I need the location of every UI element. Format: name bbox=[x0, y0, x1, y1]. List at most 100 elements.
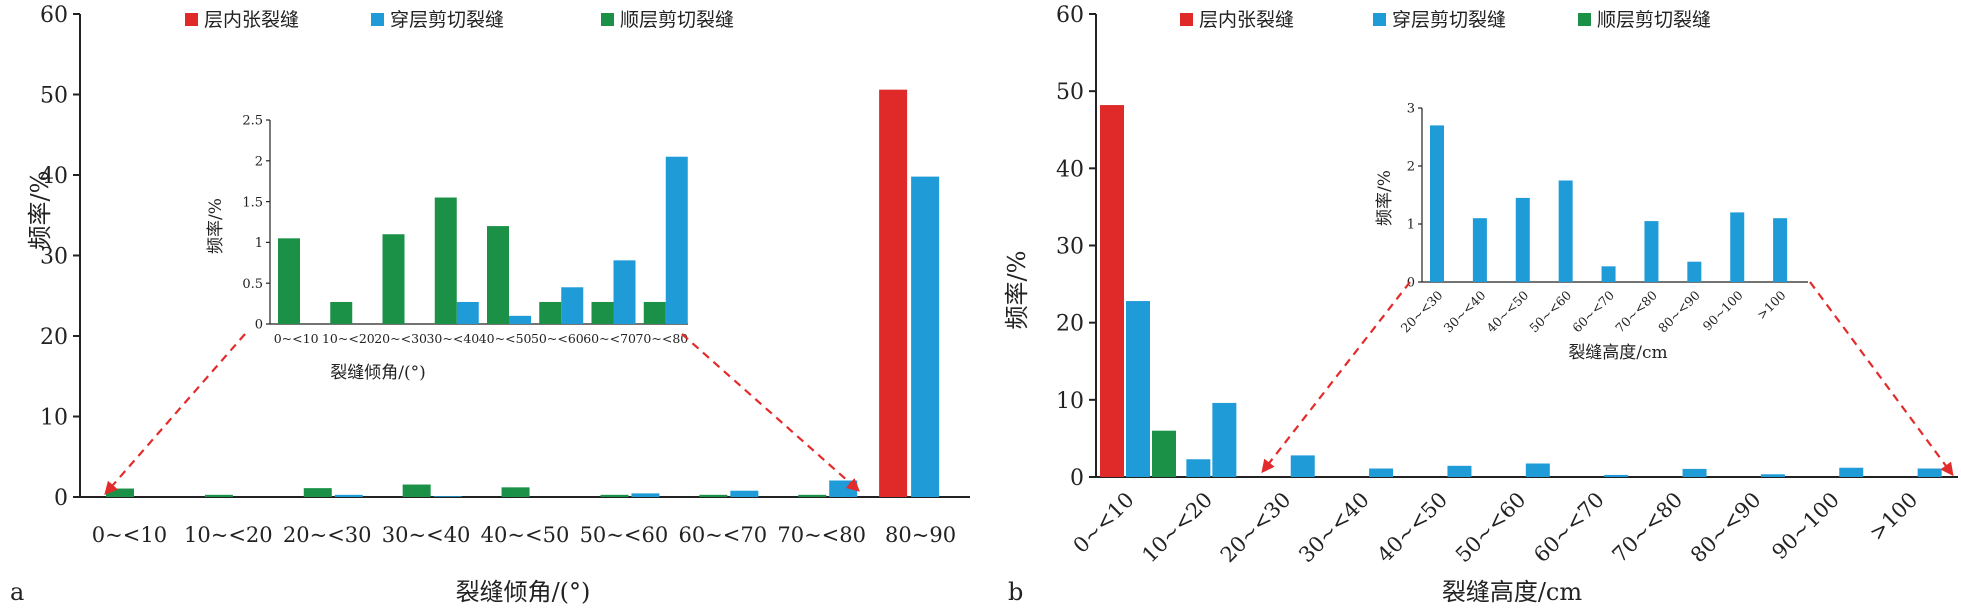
panel-b: 层内张裂缝 穿层剪切裂缝 顺层剪切裂缝 01020304050600~<1010… bbox=[1003, 3, 1958, 606]
panel-b-main-xtick-label: 50~<60 bbox=[1451, 488, 1531, 568]
panel-a-inset-xtick-label: 50~<60 bbox=[531, 331, 584, 346]
panel-b-main-ytick-label: 50 bbox=[1056, 80, 1084, 105]
panel-a-main-bar bbox=[600, 494, 629, 497]
panel-a-main-ytick-label: 60 bbox=[40, 3, 68, 28]
panel-b-main-xtick-label: 60~<70 bbox=[1529, 488, 1609, 568]
panel-b-main-xtick-label: >100 bbox=[1865, 488, 1923, 546]
panel-b-main-bar bbox=[1212, 402, 1237, 477]
panel-b-inset-bar bbox=[1644, 221, 1659, 282]
panel-a-inset-bar bbox=[434, 197, 457, 324]
panel-b-inset-xtick-label: 30~<40 bbox=[1441, 287, 1489, 335]
panel-a-main-bar bbox=[402, 484, 431, 497]
panel-b-inset-plot: 0 1 2 3 20~<3030~<4040~<5050~<6060~<7070~<80… bbox=[1398, 102, 1808, 335]
panel-a-inset-ytick-label: 2.5 bbox=[242, 114, 263, 129]
panel-a-inset-xlabel: 裂缝倾角/(°) bbox=[330, 363, 426, 383]
panel-b-main-bar bbox=[1100, 105, 1124, 477]
panel-a-main-xtick-label: 0~<10 bbox=[92, 523, 167, 547]
legend-b-swatch-tension bbox=[1180, 13, 1193, 26]
panel-a-inset-plot: 0 0.5 1 1.5 2 2.5 0~<10 10~<20 20~<30 30~<40 40~<5… bbox=[242, 114, 688, 346]
panel-a-main-xtick-label: 20~<30 bbox=[283, 523, 372, 547]
panel-b-main-ytick-label: 30 bbox=[1056, 234, 1084, 259]
panel-b-zoom-arrow-right bbox=[1809, 281, 1954, 477]
panel-b-inset-ytick-label: 3 bbox=[1407, 102, 1415, 117]
legend-b-label-cross: 穿层剪切裂缝 bbox=[1392, 9, 1506, 31]
panel-a-main-xtick-label: 70~<80 bbox=[777, 523, 866, 547]
legend-a-swatch-bedding bbox=[601, 13, 614, 26]
panel-b-main-bar bbox=[1760, 474, 1785, 477]
panel-a-inset-xtick-label: 20~<30 bbox=[374, 331, 427, 346]
panel-a-inset-xtick-label: 60~<70 bbox=[583, 331, 636, 346]
panel-a-inset-bar bbox=[382, 234, 405, 324]
panel-a-main-bar bbox=[106, 488, 134, 497]
panel-a-letter: a bbox=[10, 578, 24, 606]
legend-a-swatch-tension bbox=[185, 13, 198, 26]
panel-b-main-xtick-label: 40~<50 bbox=[1373, 488, 1453, 568]
panel-b-inset-bar bbox=[1472, 218, 1487, 282]
panel-b-main-bar bbox=[1447, 465, 1472, 477]
panel-b-ylabel: 频率/% bbox=[1003, 251, 1031, 330]
panel-b-main-bar bbox=[1290, 455, 1315, 477]
panel-a-inset-ytick-label: 0 bbox=[255, 318, 263, 333]
panel-a-main-bar bbox=[829, 480, 858, 497]
panel-a-main-xtick-label: 10~<20 bbox=[184, 523, 273, 547]
panel-a-inset-bar bbox=[613, 260, 636, 324]
panel-a-main-bar bbox=[730, 490, 759, 497]
panel-b-main-xtick-label: 10~<20 bbox=[1137, 488, 1217, 568]
panel-b-inset-xtick-label: 90~100 bbox=[1700, 287, 1746, 333]
panel-a-main-bar bbox=[334, 494, 363, 497]
panel-a-main-bar bbox=[303, 488, 332, 497]
panel-b-inset-ytick-label: 1 bbox=[1407, 218, 1415, 233]
panel-b-main-bar bbox=[1152, 430, 1176, 477]
panel-b-main-ytick-label: 10 bbox=[1056, 389, 1084, 414]
panel-a-main-ytick-label: 10 bbox=[40, 405, 68, 430]
panel-a-inset-bar bbox=[665, 156, 688, 324]
panel-a-inset-bar bbox=[509, 315, 531, 324]
legend-b-swatch-bedding bbox=[1578, 13, 1591, 26]
panel-a-main-bar bbox=[911, 176, 940, 498]
panel-a-inset-bar bbox=[561, 287, 584, 324]
legend-a-label-tension: 层内张裂缝 bbox=[204, 9, 299, 31]
panel-b-main-xtick-label: 70~<80 bbox=[1608, 488, 1688, 568]
panel-a-main-bar bbox=[879, 89, 908, 498]
legend-a-label-bedding: 顺层剪切裂缝 bbox=[620, 9, 734, 31]
panel-b-inset-xlabel: 裂缝高度/cm bbox=[1568, 343, 1667, 363]
legend-b: 层内张裂缝 穿层剪切裂缝 顺层剪切裂缝 bbox=[1180, 9, 1711, 31]
panel-a-inset-bar bbox=[487, 226, 509, 324]
panel-a-xlabel: 裂缝倾角/(°) bbox=[456, 578, 591, 606]
panel-b-inset-xtick-label: 40~<50 bbox=[1483, 287, 1531, 335]
panel-a-main-ytick-label: 0 bbox=[54, 486, 68, 511]
panel-b-main-ytick-label: 60 bbox=[1056, 3, 1084, 28]
panel-b-inset-ylabel: 频率/% bbox=[1375, 170, 1395, 226]
panel-a-inset-xtick-label: 40~<50 bbox=[479, 331, 532, 346]
panel-a-main-xtick-label: 40~<50 bbox=[481, 523, 570, 547]
panel-a-inset-bar bbox=[643, 301, 666, 324]
panel-b-inset-xtick-label: 50~<60 bbox=[1526, 287, 1574, 335]
panel-b-inset-xtick-label: >100 bbox=[1754, 287, 1789, 322]
panel-b-inset-bar bbox=[1730, 212, 1745, 282]
panel-b-zoom-arrow-left bbox=[1261, 281, 1411, 474]
panel-b-inset-bar bbox=[1558, 180, 1573, 282]
panel-b-main-bar bbox=[1525, 463, 1550, 477]
panel-b-inset-xtick-label: 60~<70 bbox=[1569, 287, 1617, 335]
panel-a-main-bar bbox=[631, 493, 660, 497]
panel-b-inset-bar bbox=[1687, 261, 1702, 282]
panel-b-inset-bar bbox=[1773, 218, 1788, 282]
panel-b-main-xtick-label: 80~<90 bbox=[1686, 488, 1766, 568]
legend-b-label-bedding: 顺层剪切裂缝 bbox=[1597, 9, 1711, 31]
panel-a-main-bar bbox=[501, 487, 530, 497]
panel-a-main-ytick-label: 30 bbox=[40, 244, 68, 269]
panel-b-inset-bar bbox=[1430, 125, 1444, 283]
panel-a-zoom-arrow-right bbox=[681, 333, 860, 492]
legend-b-label-tension: 层内张裂缝 bbox=[1199, 9, 1294, 31]
panel-b-main-bar bbox=[1369, 468, 1394, 477]
panel-b-main-xtick-label: 30~<40 bbox=[1294, 488, 1374, 568]
panel-a-main-xtick-label: 80~90 bbox=[885, 523, 956, 547]
panel-a-inset-xtick-label: 70~<80 bbox=[635, 331, 688, 346]
panel-a-inset-ytick-label: 1.5 bbox=[242, 195, 263, 210]
legend-a-swatch-cross bbox=[371, 13, 384, 26]
panel-b-main-bar bbox=[1917, 468, 1942, 477]
panel-b-inset-ytick-label: 2 bbox=[1407, 160, 1415, 175]
panel-b-letter: b bbox=[1008, 578, 1023, 606]
